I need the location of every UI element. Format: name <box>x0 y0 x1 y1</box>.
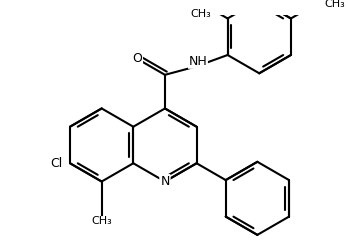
Text: O: O <box>132 52 142 65</box>
Text: CH₃: CH₃ <box>324 0 345 9</box>
Text: NH: NH <box>189 55 207 68</box>
Text: Cl: Cl <box>50 157 62 170</box>
Text: CH₃: CH₃ <box>190 9 211 19</box>
Text: N: N <box>160 175 169 188</box>
Text: CH₃: CH₃ <box>91 216 112 227</box>
